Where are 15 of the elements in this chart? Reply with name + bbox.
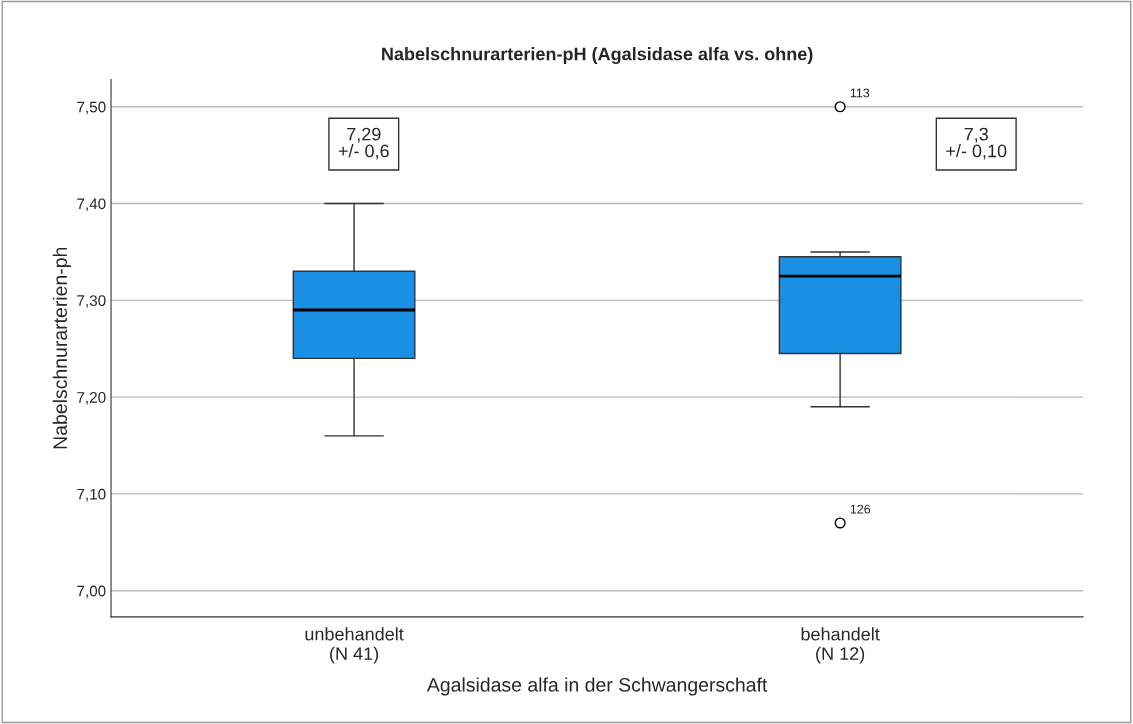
chart-title: Nabelschnurarterien-pH (Agalsidase alfa vs. ohne) — [382, 47, 813, 65]
x-tick-label: unbehandelt (N 41) — [305, 627, 404, 664]
y-tick-label: 7,20 — [77, 391, 106, 405]
y-tick-label: 7,30 — [77, 295, 106, 308]
y-tick-label: 7,50 — [77, 101, 106, 115]
annotation: 113 — [850, 88, 870, 98]
annotation: 7,29 +/- 0,6 — [338, 127, 389, 160]
x-axis-title: Agalsidase alfa in der Schwangerschaft — [426, 677, 768, 696]
annotation: 126 — [850, 504, 871, 514]
y-tick-label: 7,00 — [77, 585, 106, 599]
x-tick-label: behandelt (N 12) — [801, 627, 880, 664]
y-axis-title: Nabelschnurarterien-ph — [52, 247, 71, 449]
y-tick-label: 7,10 — [77, 488, 106, 502]
y-tick-label: 7,40 — [77, 198, 106, 212]
annotation: 7,3 +/- 0,10 — [946, 127, 1007, 160]
